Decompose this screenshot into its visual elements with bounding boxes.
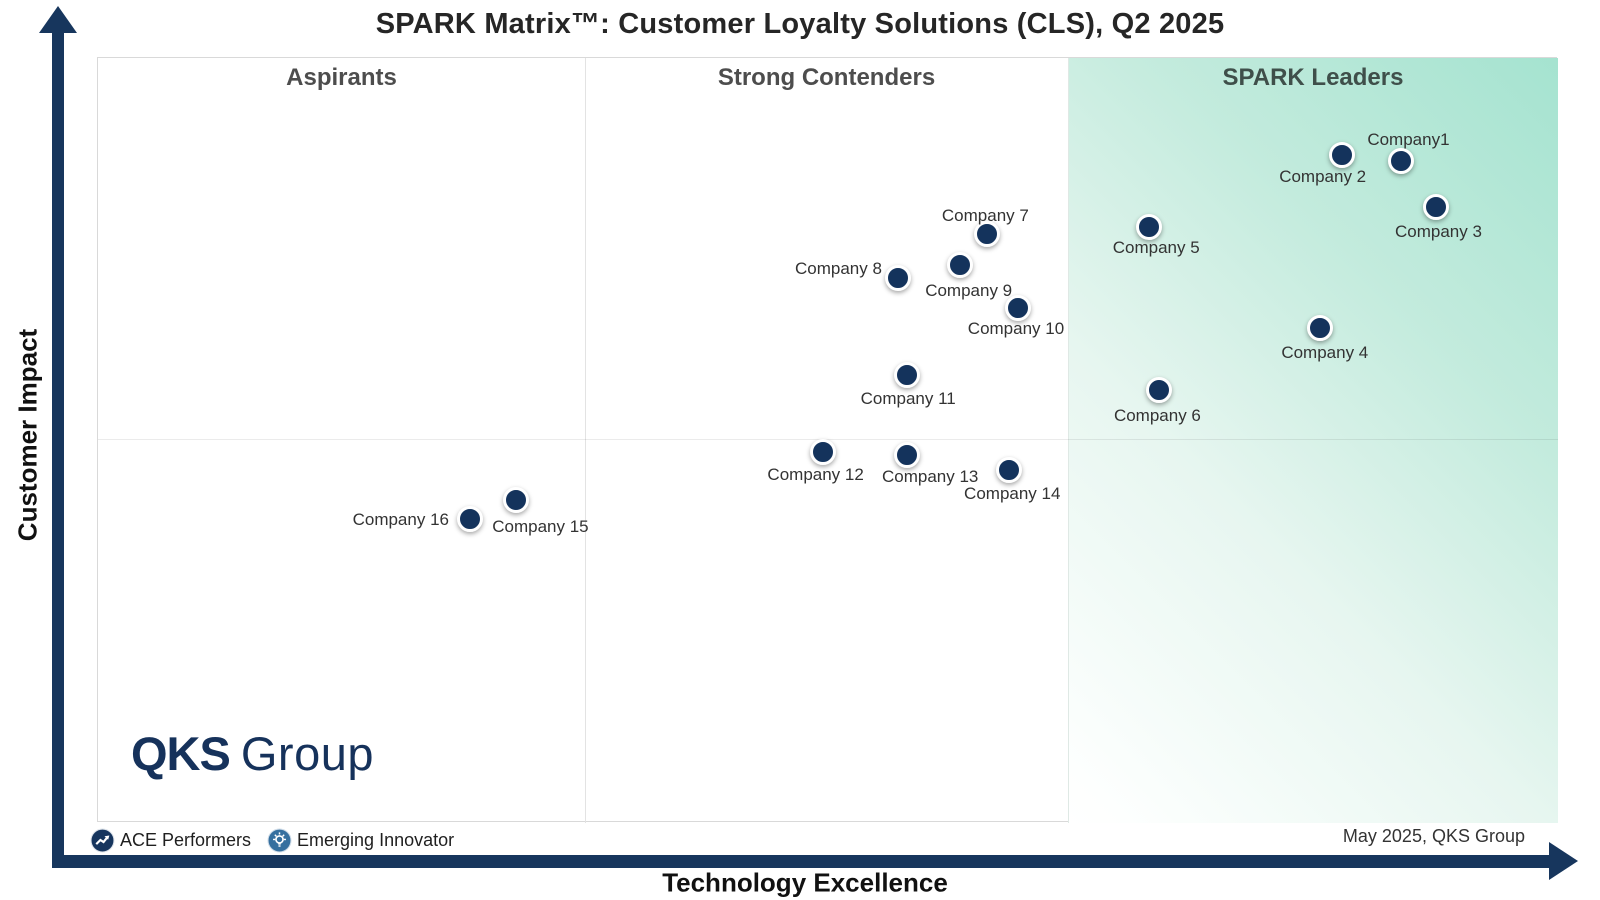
company-label: Company1 xyxy=(1367,130,1450,149)
legend-label-ace-performers: ACE Performers xyxy=(120,830,252,850)
company-label: Company 6 xyxy=(1113,405,1201,425)
logo-group-text: Group xyxy=(240,727,374,780)
plot-area: Aspirants Strong Contenders SPARK Leader… xyxy=(97,57,1558,823)
x-axis-label: Technology Excellence xyxy=(662,867,948,898)
page-title: SPARK Matrix™: Customer Loyalty Solution… xyxy=(375,8,1225,40)
footnote: May 2025, QKS Group xyxy=(1342,826,1525,846)
company-label: Company 8 xyxy=(794,258,882,278)
company-dot xyxy=(885,264,912,291)
y-axis-arrow-icon xyxy=(39,6,77,33)
legend: ACE Performers Emerging Innovator xyxy=(90,828,454,853)
x-axis xyxy=(52,855,1552,868)
legend-item-ace-performers: ACE Performers xyxy=(90,828,251,853)
company-dot xyxy=(1328,141,1355,168)
company-label: Company 10 xyxy=(967,318,1065,338)
qks-group-logo: QKS Group xyxy=(131,726,374,781)
company-label: Company 13 xyxy=(881,466,979,486)
company-dot xyxy=(996,457,1023,484)
quadrant-gridline-vertical-1 xyxy=(585,58,586,823)
quadrant-gridline-vertical-2 xyxy=(1068,58,1069,823)
company-label: Company 12 xyxy=(767,464,864,484)
spark-leaders-gradient xyxy=(1068,58,1558,823)
x-axis-arrow-icon xyxy=(1549,842,1578,880)
legend-item-emerging-innovator: Emerging Innovator xyxy=(267,828,454,853)
company-dot xyxy=(1306,315,1333,342)
company-dot xyxy=(503,486,530,513)
company-label: Company 9 xyxy=(925,280,1013,300)
company-dot xyxy=(456,505,483,532)
company-label: Company 4 xyxy=(1281,343,1369,363)
y-axis xyxy=(52,28,64,868)
company-dot xyxy=(894,362,921,389)
trending-up-icon xyxy=(90,828,115,853)
lightbulb-icon xyxy=(267,828,292,853)
company-dot xyxy=(1423,193,1450,220)
company-label: Company 2 xyxy=(1279,166,1367,186)
company-label: Company 5 xyxy=(1112,237,1200,257)
company-label: Company 11 xyxy=(860,389,956,409)
company-dot xyxy=(1388,148,1415,174)
company-dot xyxy=(946,251,973,278)
logo-qks-text: QKS xyxy=(131,727,231,780)
company-dot xyxy=(1004,294,1031,321)
company-label: Company 16 xyxy=(352,509,449,529)
company-label: Company 3 xyxy=(1394,221,1482,241)
company-dot xyxy=(1136,213,1163,240)
plot-points: Company1 Company 2 Company 3 Company 4 Compa… xyxy=(98,58,1556,821)
company-dot xyxy=(1146,376,1173,403)
company-dot xyxy=(974,221,1001,248)
company-dot xyxy=(894,441,921,468)
y-axis-label: Customer Impact xyxy=(12,328,43,542)
quadrant-label-strong-contenders: Strong Contenders xyxy=(717,64,936,91)
company-dot xyxy=(809,438,836,465)
quadrant-label-aspirants: Aspirants xyxy=(286,64,397,91)
legend-label-emerging-innovator: Emerging Innovator xyxy=(297,830,455,850)
company-label: Company 15 xyxy=(492,516,589,536)
company-label: Company 7 xyxy=(941,206,1029,226)
quadrant-label-spark-leaders: SPARK Leaders xyxy=(1222,64,1404,91)
company-label: Company 14 xyxy=(964,484,1061,504)
